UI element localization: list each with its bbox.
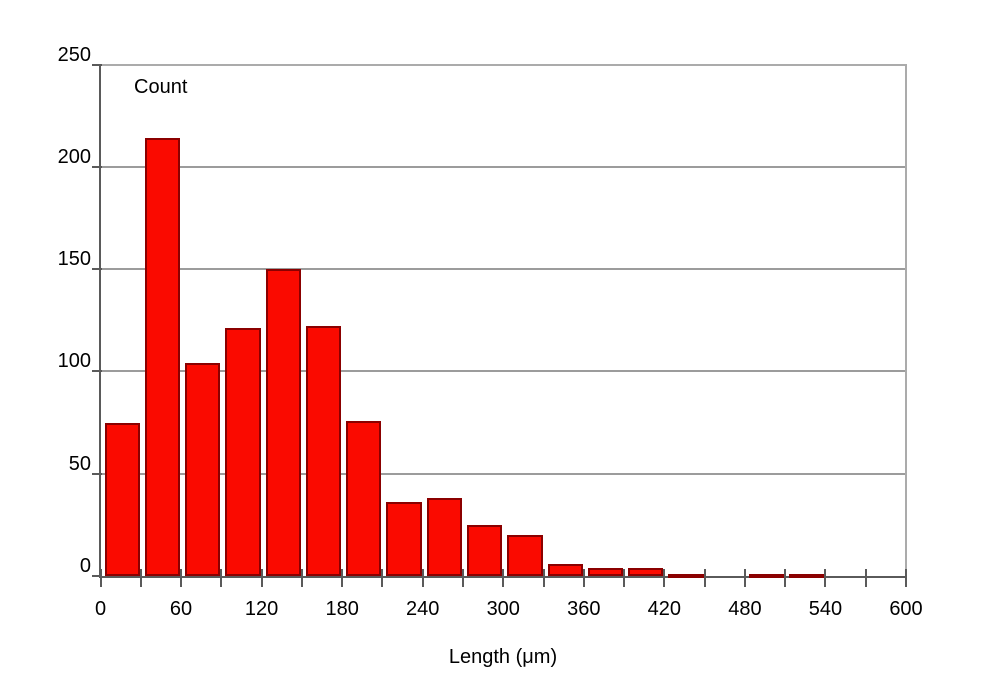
histogram-bar xyxy=(346,420,382,576)
x-tick-label: 60 xyxy=(169,598,193,620)
x-tick-label: 480 xyxy=(728,598,762,620)
y-tick xyxy=(92,165,102,168)
plot-right-border xyxy=(905,64,907,576)
x-tick xyxy=(421,569,424,587)
histogram-bar xyxy=(265,269,301,576)
histogram-bar xyxy=(104,422,140,576)
x-tick xyxy=(341,569,344,587)
x-tick xyxy=(784,569,787,587)
x-tick xyxy=(703,569,706,587)
x-axis-title: Length (μm) xyxy=(448,646,558,668)
histogram-bar xyxy=(466,524,503,576)
histogram-bar xyxy=(386,502,422,576)
y-tick xyxy=(92,370,102,373)
x-tick-label: 0 xyxy=(94,598,107,620)
x-tick xyxy=(663,569,666,587)
x-tick-label: 300 xyxy=(486,598,520,620)
count-series-label: Count xyxy=(134,76,188,98)
x-tick xyxy=(139,569,142,587)
horizontal-gridline xyxy=(100,165,906,168)
horizontal-gridline xyxy=(100,268,906,271)
histogram-bar xyxy=(628,567,664,576)
y-tick-label: 100 xyxy=(57,350,91,373)
histogram-bar xyxy=(185,363,221,576)
y-tick-label: 0 xyxy=(79,555,91,577)
x-tick xyxy=(542,569,545,587)
histogram-bar xyxy=(305,326,342,576)
y-tick xyxy=(92,575,102,577)
x-tick-label: 180 xyxy=(325,598,359,620)
x-tick xyxy=(743,569,746,587)
horizontal-gridline xyxy=(100,472,906,475)
histogram-bar xyxy=(748,573,785,578)
y-tick xyxy=(92,63,102,66)
x-tick xyxy=(461,569,464,587)
y-tick-label: 50 xyxy=(68,452,91,475)
y-tick-label: 150 xyxy=(57,248,91,271)
y-tick xyxy=(92,268,102,271)
x-tick-label: 600 xyxy=(889,598,923,620)
x-tick xyxy=(864,569,867,587)
x-tick-label: 540 xyxy=(808,598,843,620)
horizontal-gridline xyxy=(100,370,906,373)
histogram-bar xyxy=(507,535,543,576)
y-axis-line xyxy=(98,63,101,578)
x-tick xyxy=(623,569,626,587)
x-tick-label: 420 xyxy=(647,598,682,620)
x-tick xyxy=(905,569,907,587)
y-tick-label: 250 xyxy=(57,43,91,66)
histogram-bar xyxy=(547,563,583,576)
histogram-bar xyxy=(144,138,181,576)
histogram-bar xyxy=(426,498,462,576)
plot-top-border xyxy=(98,63,907,66)
x-tick xyxy=(824,569,827,587)
x-tick xyxy=(381,569,384,587)
x-tick xyxy=(220,569,223,587)
x-axis-line xyxy=(98,576,907,578)
x-tick xyxy=(180,569,183,587)
histogram-bar xyxy=(668,573,704,578)
x-tick xyxy=(260,569,263,587)
y-tick xyxy=(92,472,102,475)
histogram-bar xyxy=(587,567,624,576)
x-tick xyxy=(502,569,505,587)
x-tick-label: 360 xyxy=(567,598,601,620)
x-tick xyxy=(300,569,303,587)
histogram-bar xyxy=(225,328,261,576)
x-tick xyxy=(582,569,585,587)
y-tick-label: 200 xyxy=(57,145,91,168)
histogram-bar xyxy=(789,573,825,578)
x-tick-label: 240 xyxy=(406,598,440,620)
x-tick xyxy=(99,569,102,587)
x-tick-label: 120 xyxy=(244,598,279,620)
